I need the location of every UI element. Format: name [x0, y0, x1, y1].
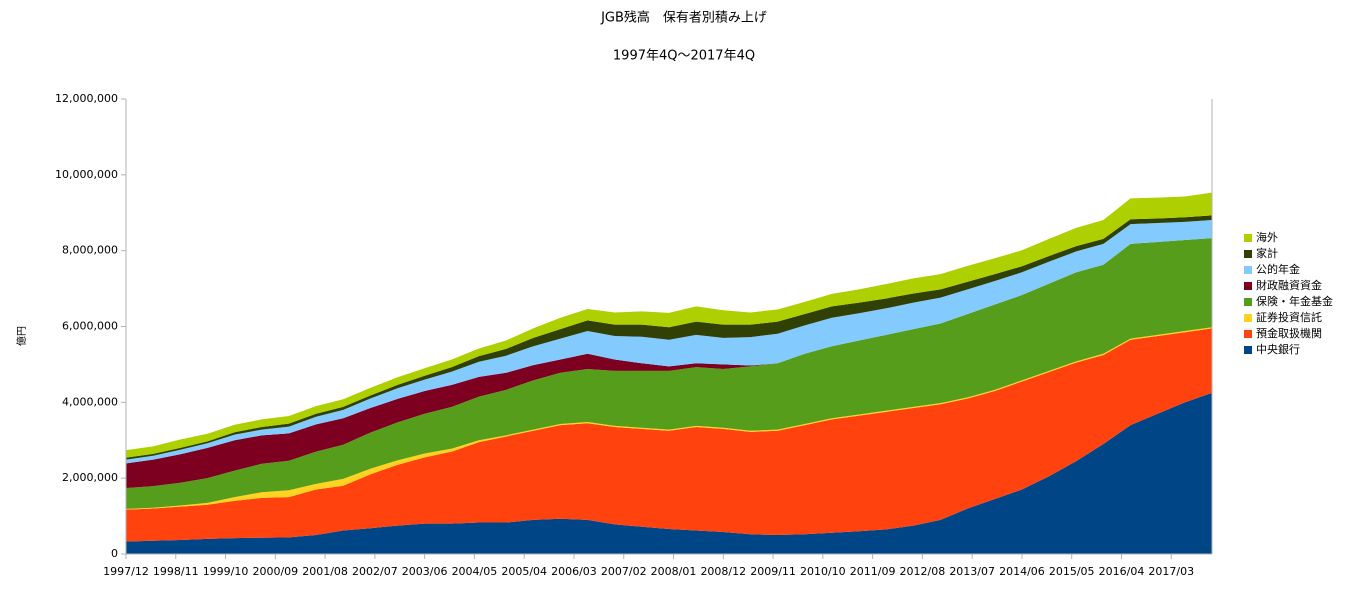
x-tick-label: 2007/02	[601, 565, 647, 578]
x-tick-label: 1999/10	[203, 565, 249, 578]
y-tick-label: 10,000,000	[55, 168, 118, 181]
x-tick-label: 2003/06	[402, 565, 448, 578]
legend-label: 保険・年金基金	[1256, 294, 1333, 308]
area	[126, 327, 1212, 510]
legend-swatch	[1244, 346, 1252, 354]
x-tick-label: 2002/07	[352, 565, 398, 578]
chart-subtitle: 1997年4Q～2017年4Q	[613, 49, 755, 64]
area	[126, 238, 1212, 509]
x-tick-label: 2004/05	[452, 565, 498, 578]
legend-label: 証券投資信託	[1256, 310, 1322, 324]
x-tick-label: 1997/12	[103, 565, 149, 578]
legend-label: 家計	[1256, 246, 1278, 260]
x-tick-label: 2005/04	[501, 565, 547, 578]
y-axis-label: 億円	[15, 326, 28, 346]
legend-swatch	[1244, 330, 1252, 338]
x-tick-label: 2015/05	[1049, 565, 1095, 578]
legend-swatch	[1244, 234, 1252, 242]
legend-swatch	[1244, 298, 1252, 306]
x-tick-label: 2009/11	[750, 565, 796, 578]
y-tick-label: 12,000,000	[55, 92, 118, 105]
x-tick-label: 2017/03	[1148, 565, 1194, 578]
legend-swatch	[1244, 314, 1252, 322]
chart-title: JGB残高 保有者別積み上げ	[600, 10, 767, 26]
area	[126, 392, 1212, 554]
x-tick-label: 2011/09	[850, 565, 896, 578]
legend-label: 中央銀行	[1256, 342, 1300, 356]
y-tick-label: 2,000,000	[62, 471, 118, 484]
y-tick-label: 4,000,000	[62, 395, 118, 408]
x-tick-label: 2001/08	[302, 565, 348, 578]
x-tick-label: 2008/12	[700, 565, 746, 578]
area	[126, 219, 1212, 464]
x-tick-label: 2013/07	[949, 565, 995, 578]
x-tick-label: 2000/09	[252, 565, 298, 578]
y-tick-label: 6,000,000	[62, 320, 118, 333]
area	[126, 192, 1212, 458]
x-tick-label: 2010/10	[800, 565, 846, 578]
area	[126, 238, 1212, 489]
y-tick-label: 0	[111, 547, 118, 560]
x-tick-label: 2014/06	[999, 565, 1045, 578]
x-tick-label: 2012/08	[900, 565, 946, 578]
legend-swatch	[1244, 250, 1252, 258]
area	[126, 215, 1212, 460]
area	[126, 328, 1212, 542]
legend-label: 海外	[1256, 230, 1278, 244]
x-tick-label: 2008/01	[651, 565, 697, 578]
legend-label: 公的年金	[1256, 262, 1300, 276]
legend-swatch	[1244, 266, 1252, 274]
legend-swatch	[1244, 282, 1252, 290]
x-tick-label: 1998/11	[153, 565, 199, 578]
x-tick-label: 2006/03	[551, 565, 597, 578]
x-tick-label: 2016/04	[1099, 565, 1145, 578]
legend-label: 財政融資資金	[1256, 278, 1322, 292]
y-tick-label: 8,000,000	[62, 244, 118, 257]
legend-label: 預金取扱機関	[1256, 326, 1322, 340]
